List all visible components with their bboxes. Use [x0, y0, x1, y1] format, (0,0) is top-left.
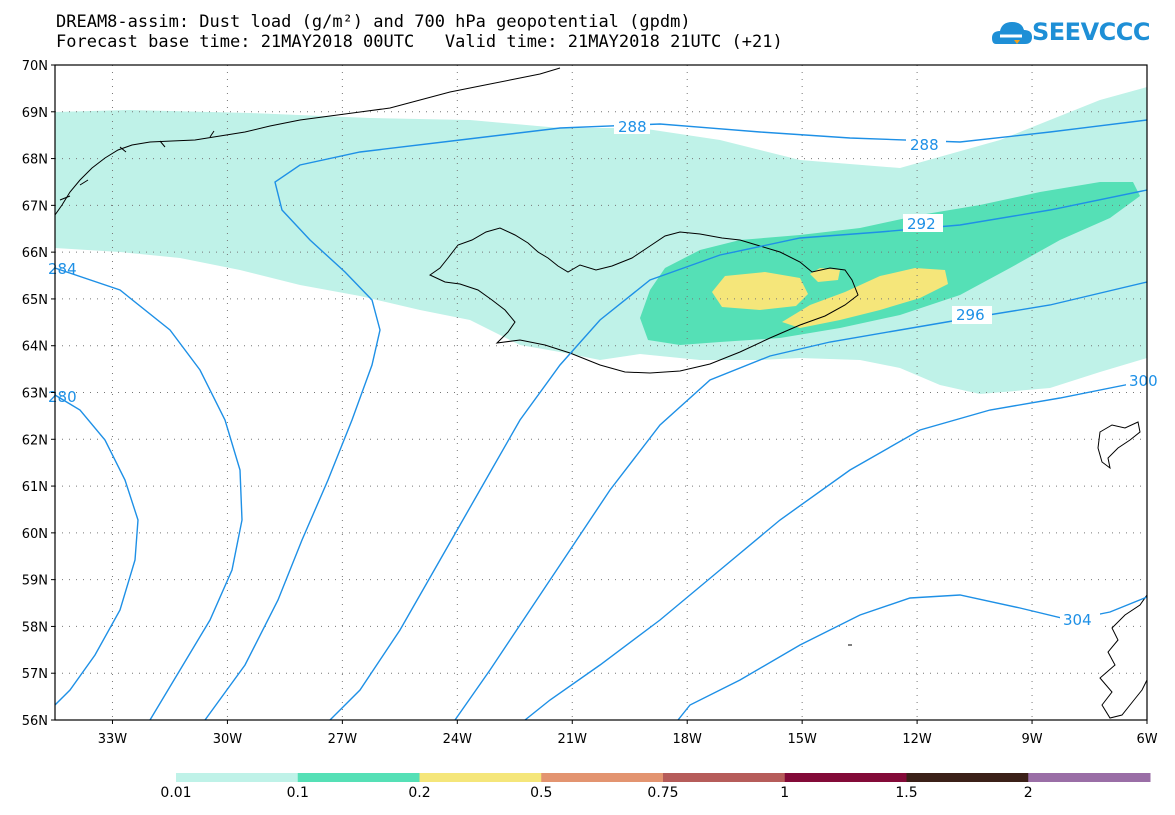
lat-label: 56N	[22, 714, 48, 729]
colorbar-label: 1.5	[895, 785, 918, 801]
colorbar-label: 0.1	[286, 785, 309, 801]
colorbar-label: 0.5	[530, 785, 553, 801]
lat-label: 70N	[22, 59, 48, 74]
lon-label: 9W	[1021, 732, 1042, 747]
lat-label: 61N	[22, 480, 48, 495]
contour-280	[55, 394, 139, 706]
coastlines	[55, 67, 1147, 719]
colorbar-swatch	[419, 773, 542, 782]
contour-label: 296	[956, 306, 985, 324]
lat-label: 58N	[22, 620, 48, 635]
contour-288	[204, 119, 1147, 720]
lat-label: 69N	[22, 106, 48, 121]
colorbar	[176, 773, 1151, 782]
lat-label: 62N	[22, 433, 48, 448]
colorbar-swatch	[906, 773, 1029, 782]
colorbar-swatch	[541, 773, 664, 782]
lat-label: 59N	[22, 574, 48, 589]
colorbar-swatch	[1028, 773, 1151, 782]
logo-text: SEEVCCC	[1032, 18, 1151, 46]
lon-label: 33W	[98, 732, 128, 747]
longitude-labels: 33W 30W 27W 24W 21W 18W 15W 12W 9W 6W	[98, 720, 1158, 747]
lat-label: 68N	[22, 153, 48, 168]
colorbar-label: 0.2	[408, 785, 431, 801]
lat-label: 57N	[22, 667, 48, 682]
colorbar-swatch	[297, 773, 420, 782]
dust-0.2-area	[782, 268, 948, 328]
lon-label: 27W	[328, 732, 358, 747]
dust-0.2-area	[712, 272, 808, 310]
contour-label: 292	[907, 215, 936, 233]
lon-label: 15W	[787, 732, 817, 747]
lat-label: 64N	[22, 340, 48, 355]
dust-fields	[55, 87, 1147, 394]
contour-label: 288	[910, 136, 939, 154]
lat-label: 63N	[22, 387, 48, 402]
dust-0.2-area	[810, 268, 840, 282]
colorbar-label: 0.01	[160, 785, 192, 801]
colorbar-label: 2	[1023, 785, 1033, 801]
lon-label: 21W	[558, 732, 588, 747]
cloud-logo-icon	[992, 22, 1032, 44]
lat-label: 60N	[22, 527, 48, 542]
contour-label: 280	[48, 388, 77, 406]
contour-300	[524, 381, 1141, 720]
lon-label: 12W	[902, 732, 932, 747]
map-title: DREAM8-assim: Dust load (g/m²) and 700 h…	[56, 12, 691, 32]
lat-label: 67N	[22, 199, 48, 214]
contour-label: 288	[618, 118, 647, 136]
colorbar-swatch	[176, 773, 299, 782]
lon-label: 24W	[443, 732, 473, 747]
colorbar-label: 1	[780, 785, 790, 801]
contour-284	[55, 267, 243, 720]
lon-label: 18W	[673, 732, 703, 747]
colorbar-swatch	[784, 773, 907, 782]
lon-label: 6W	[1136, 732, 1157, 747]
colorbar-swatch	[663, 773, 786, 782]
lon-label: 30W	[213, 732, 243, 747]
lat-label: 65N	[22, 293, 48, 308]
contour-label: 304	[1063, 611, 1092, 629]
latitude-labels: 70N 69N 68N 67N 66N 65N 64N 63N 62N 61N 60N 59N 58N 5…	[22, 59, 55, 729]
contour-label: 284	[48, 260, 77, 278]
colorbar-label: 0.75	[647, 785, 679, 801]
lat-label: 66N	[22, 246, 48, 261]
map-subtitle: Forecast base time: 21MAY2018 00UTC Vali…	[56, 32, 783, 52]
graticule	[55, 65, 1147, 720]
contour-label: 300	[1129, 372, 1158, 390]
